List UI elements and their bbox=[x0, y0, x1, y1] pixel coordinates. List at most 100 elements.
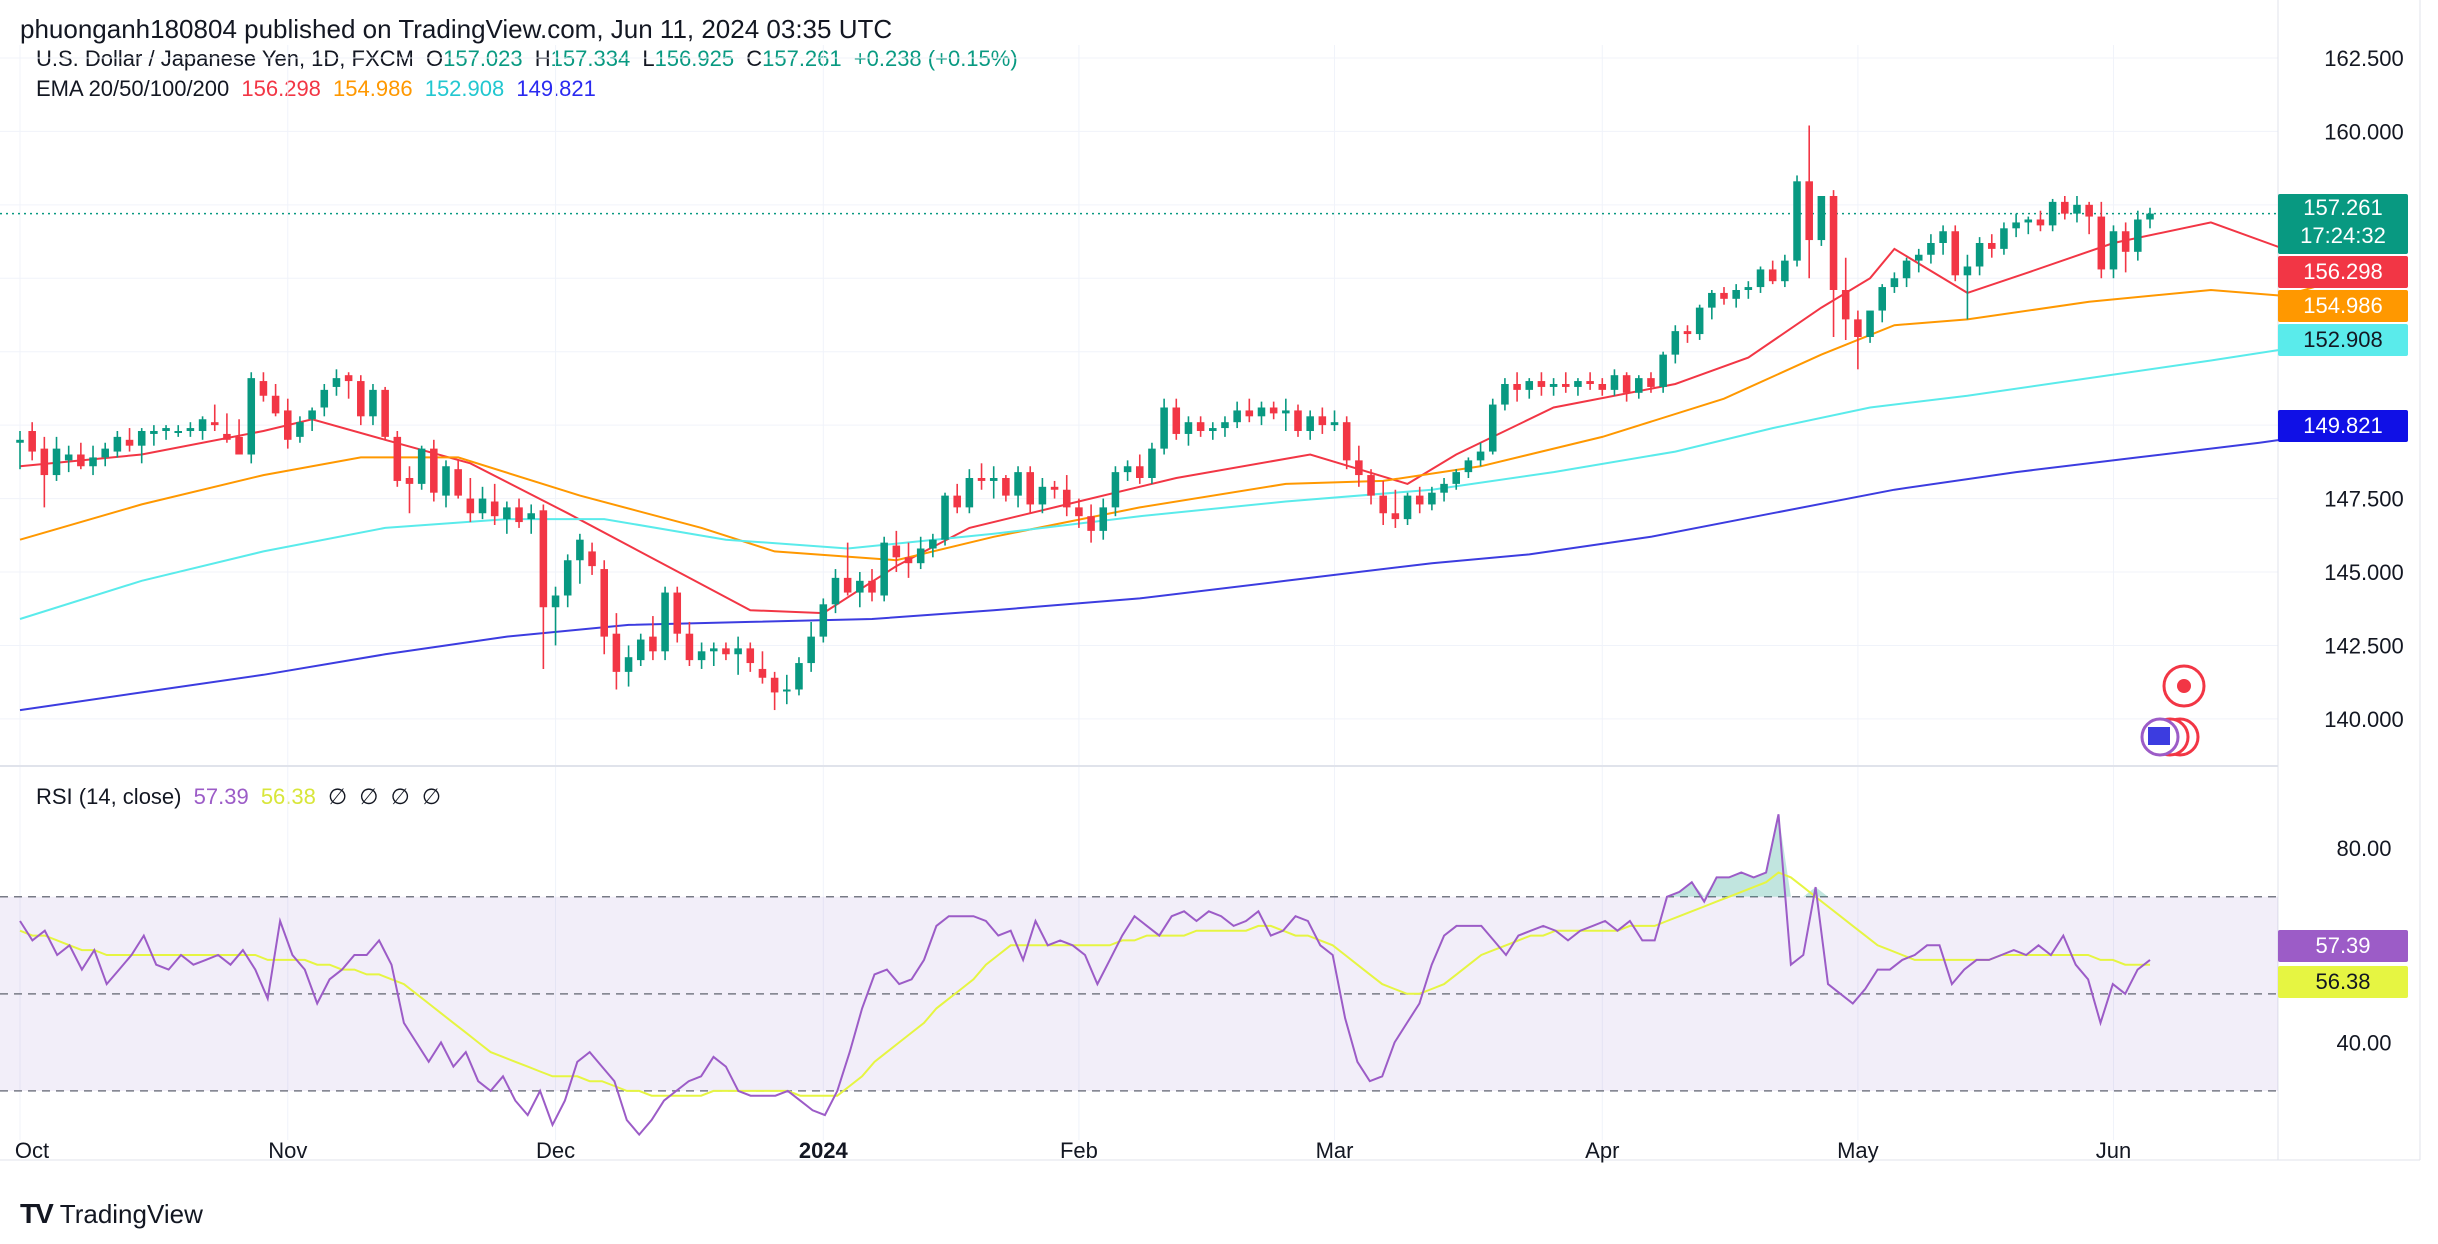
time-tick-label: Mar bbox=[1316, 1138, 1354, 1163]
candle-body bbox=[1488, 404, 1497, 452]
candle-body bbox=[1635, 378, 1643, 393]
candle-body bbox=[1939, 231, 1947, 243]
candle-body bbox=[880, 542, 888, 596]
high-value: 157.334 bbox=[550, 46, 631, 71]
candle-body bbox=[1586, 381, 1594, 384]
candle-body bbox=[1099, 507, 1108, 531]
rsi-ma-badge: 56.38 bbox=[2278, 966, 2408, 998]
ema-line-20 bbox=[19, 221, 2345, 615]
candle-body bbox=[417, 448, 426, 484]
last-price-value: 157.261 bbox=[2303, 195, 2383, 220]
candle-body bbox=[1525, 381, 1534, 390]
candle-body bbox=[1464, 460, 1473, 473]
candle-body bbox=[1233, 410, 1241, 423]
candle-body bbox=[52, 448, 61, 476]
time-tick-label: 2024 bbox=[799, 1138, 849, 1163]
rsi-value: 57.39 bbox=[193, 784, 249, 809]
candle-body bbox=[649, 636, 657, 652]
candle-body bbox=[1221, 422, 1229, 429]
time-tick-label: Feb bbox=[1060, 1138, 1098, 1163]
candle-body bbox=[709, 648, 718, 652]
candle-body bbox=[1342, 422, 1351, 461]
candle-body bbox=[1002, 478, 1010, 496]
candle-body bbox=[1659, 354, 1667, 387]
candle-body bbox=[831, 577, 840, 605]
candle-body bbox=[1184, 422, 1193, 434]
time-tick-label: May bbox=[1837, 1138, 1879, 1163]
candle-body bbox=[527, 513, 535, 520]
candle-body bbox=[941, 495, 949, 540]
candle-body bbox=[1440, 483, 1448, 493]
price-tick-label: 145.000 bbox=[2324, 560, 2404, 585]
candle-body bbox=[1415, 495, 1424, 505]
tv-logo-icon: ТV bbox=[20, 1198, 54, 1229]
candle-body bbox=[64, 454, 73, 461]
candle-body bbox=[539, 510, 548, 608]
candle-body bbox=[965, 478, 974, 508]
candle-body bbox=[1038, 486, 1047, 505]
candle-body bbox=[819, 604, 828, 637]
candle-body bbox=[856, 580, 864, 593]
candle-body bbox=[636, 639, 645, 661]
candle-body bbox=[989, 478, 998, 481]
candle-body bbox=[1330, 422, 1339, 426]
candle-body bbox=[89, 457, 97, 467]
candle-body bbox=[1671, 331, 1680, 355]
ema-legend: EMA 20/50/100/200 156.298 154.986 152.90… bbox=[36, 76, 602, 102]
low-value: 156.925 bbox=[654, 46, 735, 71]
candle-body bbox=[612, 633, 621, 672]
candle-body bbox=[16, 439, 24, 443]
rsi-tick-label: 40.00 bbox=[2336, 1030, 2391, 1055]
ema200-badge: 149.821 bbox=[2278, 410, 2408, 442]
candle-body bbox=[1866, 310, 1874, 337]
candle-body bbox=[1829, 196, 1838, 290]
candle-body bbox=[2146, 213, 2154, 220]
candle-body bbox=[746, 648, 755, 664]
empty-value-4: ∅ bbox=[421, 784, 442, 809]
price-tick-label: 162.500 bbox=[2324, 46, 2404, 71]
candle-body bbox=[442, 466, 450, 496]
ema-line-100 bbox=[19, 338, 2345, 620]
ema20-value: 156.298 bbox=[241, 76, 321, 101]
candle-body bbox=[296, 422, 304, 437]
candle-body bbox=[271, 395, 280, 414]
rsi-ma-value: 56.38 bbox=[260, 784, 316, 809]
candle-body bbox=[454, 469, 462, 496]
time-tick-label: Dec bbox=[536, 1138, 575, 1163]
candle-body bbox=[1476, 451, 1485, 461]
price-tick-label: 142.500 bbox=[2324, 633, 2404, 658]
candle-body bbox=[1282, 410, 1290, 414]
candle-body bbox=[1768, 269, 1777, 282]
candle-body bbox=[1501, 384, 1509, 405]
time-tick-label: Jun bbox=[2096, 1138, 2131, 1163]
candle-body bbox=[405, 478, 414, 484]
candle-body bbox=[600, 569, 609, 637]
candle-body bbox=[125, 439, 134, 446]
open-label: O bbox=[425, 46, 444, 71]
candle-body bbox=[1890, 278, 1899, 288]
ema100-value: 152.908 bbox=[424, 76, 505, 101]
candle-body bbox=[1805, 181, 1813, 241]
candle-body bbox=[1708, 292, 1716, 308]
candle-body bbox=[1160, 407, 1168, 449]
candle-body bbox=[1781, 260, 1789, 282]
candle-body bbox=[1878, 287, 1887, 311]
candle-body bbox=[2024, 219, 2033, 223]
candle-body bbox=[1428, 492, 1436, 505]
rsi-tick-label: 80.00 bbox=[2336, 836, 2391, 861]
publisher-line: phuonganh180804 published on TradingView… bbox=[20, 14, 893, 44]
candle-body bbox=[1951, 231, 1960, 276]
high-label: H bbox=[534, 46, 551, 71]
candle-body bbox=[283, 410, 292, 440]
last-price-badge: 157.261 17:24:32 bbox=[2278, 194, 2408, 254]
candle-body bbox=[369, 389, 377, 417]
candle-body bbox=[2109, 231, 2118, 270]
candle-body bbox=[2061, 201, 2069, 214]
candle-body bbox=[259, 381, 268, 396]
candle-body bbox=[685, 633, 694, 661]
candle-body bbox=[28, 431, 36, 452]
candle-body bbox=[1793, 181, 1801, 261]
candle-body bbox=[393, 436, 402, 481]
ema50-badge: 154.986 bbox=[2278, 290, 2408, 322]
